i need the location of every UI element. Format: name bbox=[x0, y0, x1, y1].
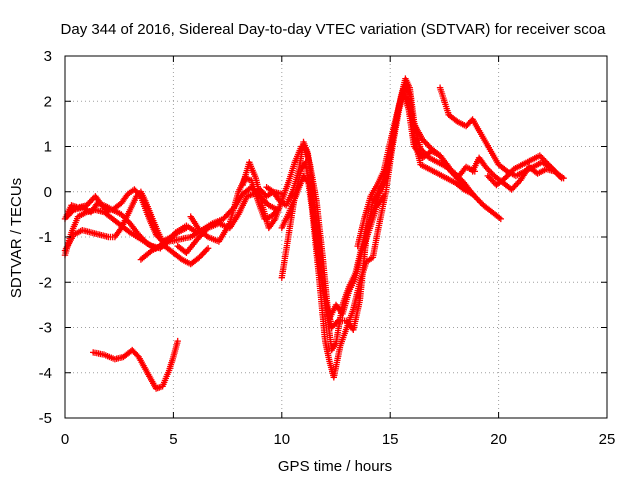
y-tick-label: 0 bbox=[44, 184, 52, 201]
axis-ticks bbox=[64, 55, 608, 419]
x-axis-label: GPS time / hours bbox=[278, 458, 392, 475]
data-points bbox=[61, 75, 567, 392]
data-track bbox=[109, 186, 175, 245]
y-tick-label: 1 bbox=[44, 139, 52, 156]
y-tick-label: -4 bbox=[39, 365, 52, 382]
x-tick-label: 15 bbox=[382, 431, 399, 448]
x-tick-label: 25 bbox=[599, 431, 616, 448]
y-axis-label: SDTVAR / TECUs bbox=[8, 178, 25, 298]
y-tick-label: -1 bbox=[39, 229, 52, 246]
chart-title: Day 344 of 2016, Sidereal Day-to-day VTE… bbox=[61, 21, 607, 38]
data-track bbox=[90, 337, 181, 392]
data-track bbox=[354, 89, 478, 250]
y-tick-label: -5 bbox=[39, 410, 52, 427]
data-track bbox=[278, 172, 387, 322]
y-tick-label: 3 bbox=[44, 48, 52, 65]
x-tick-label: 0 bbox=[61, 431, 69, 448]
y-tick-label: 2 bbox=[44, 93, 52, 110]
data-track bbox=[484, 152, 567, 189]
y-tick-label: -3 bbox=[39, 320, 52, 337]
y-tick-label: -2 bbox=[39, 274, 52, 291]
x-tick-label: 20 bbox=[490, 431, 507, 448]
x-tick-label: 5 bbox=[169, 431, 177, 448]
y-tick-labels: -5 -4 -3 -2 -1 0 1 2 3 bbox=[39, 48, 52, 427]
x-tick-labels: 0 5 10 15 20 25 bbox=[61, 431, 616, 448]
x-tick-label: 10 bbox=[273, 431, 290, 448]
data-track bbox=[187, 175, 281, 245]
